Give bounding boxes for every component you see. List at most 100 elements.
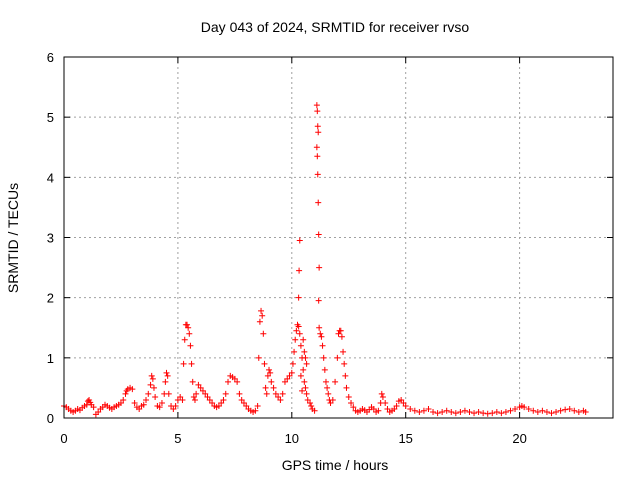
data-point — [348, 399, 355, 406]
data-point — [179, 396, 186, 403]
data-point — [507, 407, 514, 414]
data-point — [296, 330, 303, 337]
data-point — [95, 408, 102, 415]
y-tick-label: 5 — [47, 110, 54, 125]
data-point — [315, 231, 322, 238]
data-point — [162, 378, 169, 385]
data-point — [129, 386, 136, 393]
data-point — [420, 407, 427, 414]
data-point — [434, 410, 441, 417]
data-point — [384, 405, 391, 412]
data-point — [170, 405, 177, 412]
data-point — [314, 153, 321, 160]
data-point — [122, 390, 129, 397]
x-tick-label: 0 — [60, 431, 67, 446]
data-point — [266, 366, 273, 373]
data-point — [301, 378, 308, 385]
data-point — [480, 410, 487, 417]
data-point — [279, 390, 286, 397]
data-point — [571, 407, 578, 414]
data-point — [304, 396, 311, 403]
data-point — [566, 405, 573, 412]
data-point — [525, 405, 532, 412]
data-point — [206, 396, 213, 403]
data-point — [313, 144, 320, 151]
data-point — [238, 396, 245, 403]
data-point — [466, 408, 473, 415]
data-point — [416, 408, 423, 415]
data-point — [317, 330, 324, 337]
data-point — [539, 407, 546, 414]
data-point — [288, 369, 295, 376]
data-points — [61, 102, 589, 418]
data-point — [334, 354, 341, 361]
data-point — [402, 402, 409, 409]
data-point — [448, 408, 455, 415]
data-point — [204, 393, 211, 400]
data-point — [430, 408, 437, 415]
data-point — [322, 378, 329, 385]
data-point — [411, 407, 418, 414]
data-point — [378, 390, 385, 397]
data-point — [136, 405, 143, 412]
data-point — [582, 408, 589, 415]
data-point — [329, 396, 336, 403]
data-point — [342, 372, 349, 379]
data-point — [284, 375, 291, 382]
data-point — [343, 384, 350, 391]
data-point — [512, 405, 519, 412]
data-point — [316, 264, 323, 271]
data-point — [268, 378, 275, 385]
data-point — [236, 390, 243, 397]
data-point — [297, 342, 304, 349]
data-point — [391, 405, 398, 412]
data-point — [180, 360, 187, 367]
data-point — [530, 407, 537, 414]
data-point — [316, 324, 323, 331]
data-point — [311, 407, 318, 414]
data-point — [261, 360, 268, 367]
data-point — [218, 399, 225, 406]
data-point — [120, 396, 127, 403]
data-point — [165, 390, 172, 397]
data-point — [400, 399, 407, 406]
data-point — [220, 396, 227, 403]
data-point — [548, 410, 555, 417]
data-point — [254, 402, 261, 409]
data-point — [439, 408, 446, 415]
data-point — [370, 405, 377, 412]
data-point — [314, 171, 321, 178]
data-point — [260, 330, 267, 337]
data-point — [293, 327, 300, 334]
data-point — [335, 330, 342, 337]
data-point — [315, 297, 322, 304]
data-point — [292, 336, 299, 343]
data-point — [452, 410, 459, 417]
data-point — [143, 396, 150, 403]
data-point — [286, 372, 293, 379]
data-point — [318, 333, 325, 340]
data-point — [553, 408, 560, 415]
data-point — [307, 399, 314, 406]
data-point — [264, 372, 271, 379]
data-point — [277, 396, 284, 403]
data-point — [140, 401, 147, 408]
data-point — [289, 360, 296, 367]
data-point — [184, 321, 191, 328]
data-point — [186, 330, 193, 337]
data-point — [398, 396, 405, 403]
data-point — [281, 378, 288, 385]
x-tick-label: 15 — [398, 431, 412, 446]
data-point — [270, 384, 277, 391]
data-point — [314, 123, 321, 130]
data-point — [297, 372, 304, 379]
data-point — [303, 360, 310, 367]
data-point — [195, 381, 202, 388]
y-tick-label: 4 — [47, 170, 54, 185]
data-point — [502, 408, 509, 415]
data-point — [240, 399, 247, 406]
data-point — [222, 390, 229, 397]
data-point — [498, 410, 505, 417]
data-point — [295, 294, 302, 301]
data-point — [303, 390, 310, 397]
